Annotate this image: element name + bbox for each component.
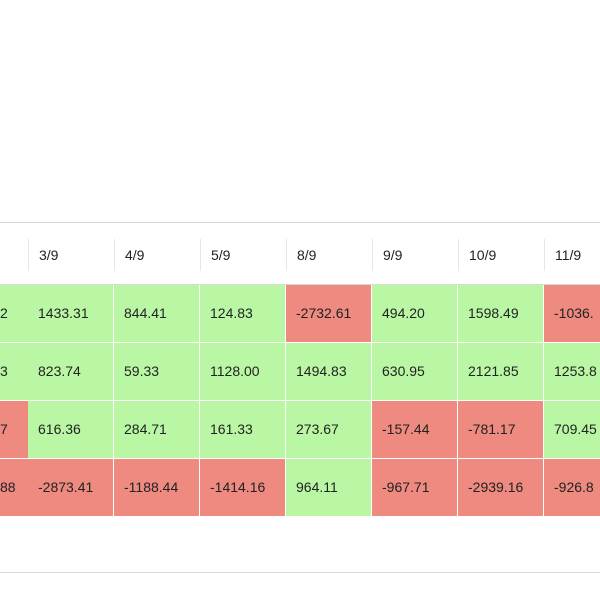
column-header[interactable]: 3/9 <box>28 239 114 271</box>
cell-value: 1253.8 <box>554 363 597 379</box>
table-cell[interactable]: -926.8 <box>544 459 600 516</box>
data-table[interactable]: 3/9 4/9 5/9 8/9 9/9 10/9 11/9 2 1433.31 … <box>0 222 600 573</box>
cell-value: 2 <box>0 305 8 321</box>
cell-value: -2732.61 <box>296 305 352 321</box>
table-row: 3 823.74 59.33 1128.00 1494.83 630.95 21… <box>0 343 600 400</box>
column-header[interactable]: 10/9 <box>458 239 544 271</box>
cell-value: -967.71 <box>382 479 430 495</box>
cell-value: 964.11 <box>296 479 338 495</box>
cell-value: -2939.16 <box>468 479 524 495</box>
column-header[interactable]: 4/9 <box>114 239 200 271</box>
table-cell[interactable]: 1128.00 <box>200 343 286 400</box>
cell-value: 284.71 <box>124 421 167 437</box>
table-row: 2 1433.31 844.41 124.83 -2732.61 494.20 … <box>0 285 600 342</box>
cell-value: 88 <box>0 479 16 495</box>
cell-value: 2121.85 <box>468 363 519 379</box>
table-cell[interactable]: 630.95 <box>372 343 458 400</box>
column-header[interactable]: 9/9 <box>372 239 458 271</box>
cell-value: -1414.16 <box>210 479 266 495</box>
table-cell[interactable]: -1414.16 <box>200 459 286 516</box>
table-cell[interactable]: 823.74 <box>28 343 114 400</box>
cell-value: 59.33 <box>124 363 160 379</box>
table-cell[interactable]: -781.17 <box>458 401 544 458</box>
table-cell[interactable]: 1598.49 <box>458 285 544 342</box>
clipped-cell[interactable]: 88 <box>0 459 28 516</box>
table-cell[interactable]: 273.67 <box>286 401 372 458</box>
table-cell[interactable]: 1253.8 <box>544 343 600 400</box>
cell-value: 1128.00 <box>210 363 260 379</box>
table-cell[interactable]: -2732.61 <box>286 285 372 342</box>
clipped-cell[interactable]: 7 <box>0 401 28 458</box>
table-cell[interactable]: 59.33 <box>114 343 200 400</box>
cell-value: 161.33 <box>210 421 253 437</box>
column-header[interactable]: 11/9 <box>544 239 600 271</box>
table-cell[interactable]: 1494.83 <box>286 343 372 400</box>
table-cell[interactable]: 709.45 <box>544 401 600 458</box>
cell-value: 1433.31 <box>38 305 89 321</box>
cell-value: 823.74 <box>38 363 81 379</box>
table-cell[interactable]: -2873.41 <box>28 459 114 516</box>
table-row: 7 616.36 284.71 161.33 273.67 -157.44 -7… <box>0 401 600 458</box>
empty-area <box>0 0 600 222</box>
cell-value: -1188.44 <box>124 479 179 495</box>
table-cell[interactable]: -2939.16 <box>458 459 544 516</box>
cell-value: -1036. <box>554 305 594 321</box>
table-cell[interactable]: -157.44 <box>372 401 458 458</box>
table-cell[interactable]: -967.71 <box>372 459 458 516</box>
cell-value: 1494.83 <box>296 363 347 379</box>
cell-value: 1598.49 <box>468 305 519 321</box>
clipped-cell[interactable]: 2 <box>0 285 28 342</box>
table-cell[interactable]: 1433.31 <box>28 285 114 342</box>
table-cell[interactable]: 284.71 <box>114 401 200 458</box>
cell-value: 616.36 <box>38 421 81 437</box>
table-cell[interactable]: 124.83 <box>200 285 286 342</box>
clipped-cell[interactable]: 3 <box>0 343 28 400</box>
column-header[interactable]: 8/9 <box>286 239 372 271</box>
cell-value: 273.67 <box>296 421 339 437</box>
table-bottom-border <box>0 572 600 573</box>
cell-value: -157.44 <box>382 421 430 437</box>
cell-value: -926.8 <box>554 479 594 495</box>
table-cell[interactable]: 161.33 <box>200 401 286 458</box>
table-cell[interactable]: -1188.44 <box>114 459 200 516</box>
cell-value: 3 <box>0 363 8 379</box>
column-header[interactable]: 5/9 <box>200 239 286 271</box>
table-header-row: 3/9 4/9 5/9 8/9 9/9 10/9 11/9 <box>0 223 600 285</box>
cell-value: 124.83 <box>210 305 253 321</box>
cell-value: -781.17 <box>468 421 516 437</box>
cell-value: 709.45 <box>554 421 597 437</box>
cell-value: 630.95 <box>382 363 425 379</box>
cell-value: 7 <box>0 421 8 437</box>
table-cell[interactable]: -1036. <box>544 285 600 342</box>
table-cell[interactable]: 2121.85 <box>458 343 544 400</box>
table-cell[interactable]: 616.36 <box>28 401 114 458</box>
table-cell[interactable]: 494.20 <box>372 285 458 342</box>
cell-value: 494.20 <box>382 305 425 321</box>
cell-value: -2873.41 <box>38 479 94 495</box>
table-row: 88 -2873.41 -1188.44 -1414.16 964.11 -96… <box>0 459 600 516</box>
table-cell[interactable]: 844.41 <box>114 285 200 342</box>
table-cell[interactable]: 964.11 <box>286 459 372 516</box>
cell-value: 844.41 <box>124 305 167 321</box>
